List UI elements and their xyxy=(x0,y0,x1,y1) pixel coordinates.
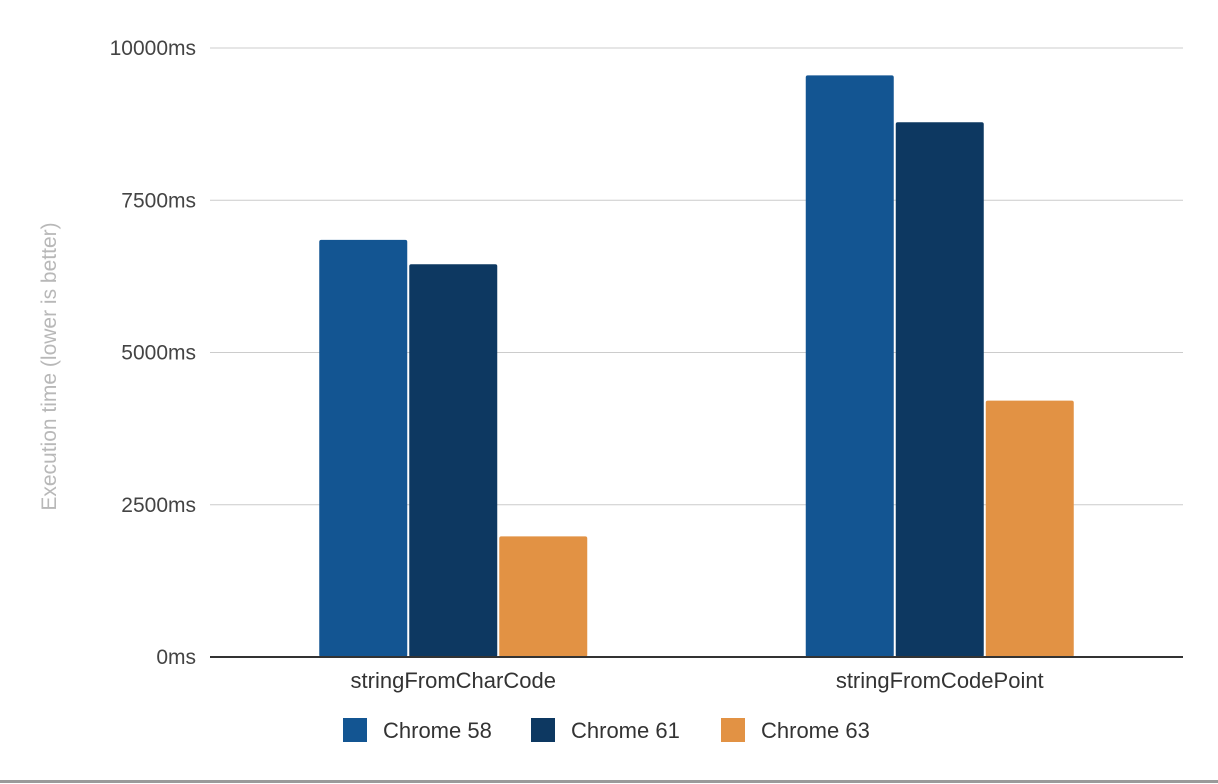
y-tick-label: 10000ms xyxy=(110,37,196,60)
legend: Chrome 58 Chrome 61 Chrome 63 xyxy=(343,718,870,743)
y-axis-ticks: 0ms 2500ms 5000ms 7500ms 10000ms xyxy=(110,37,196,669)
y-tick-label: 2500ms xyxy=(121,494,196,517)
legend-label: Chrome 63 xyxy=(761,718,870,743)
bottom-divider xyxy=(0,780,1218,783)
bar xyxy=(409,264,498,657)
legend-item: Chrome 61 xyxy=(531,718,680,743)
x-category-label: stringFromCodePoint xyxy=(836,668,1044,693)
x-axis-categories: stringFromCharCode stringFromCodePoint xyxy=(351,668,1044,693)
x-category-label: stringFromCharCode xyxy=(351,668,556,693)
bar xyxy=(985,400,1074,657)
y-axis-title: Execution time (lower is better) xyxy=(38,222,61,510)
y-tick-label: 7500ms xyxy=(121,189,196,212)
legend-item: Chrome 58 xyxy=(343,718,492,743)
y-tick-label: 5000ms xyxy=(121,342,196,365)
bar xyxy=(805,75,894,657)
y-tick-label: 0ms xyxy=(156,646,196,669)
legend-label: Chrome 61 xyxy=(571,718,680,743)
bar xyxy=(319,239,408,657)
bar xyxy=(895,122,984,658)
bar xyxy=(499,536,588,657)
legend-swatch xyxy=(721,718,745,742)
legend-label: Chrome 58 xyxy=(383,718,492,743)
legend-item: Chrome 63 xyxy=(721,718,870,743)
legend-swatch xyxy=(343,718,367,742)
legend-swatch xyxy=(531,718,555,742)
bars xyxy=(319,75,1074,658)
